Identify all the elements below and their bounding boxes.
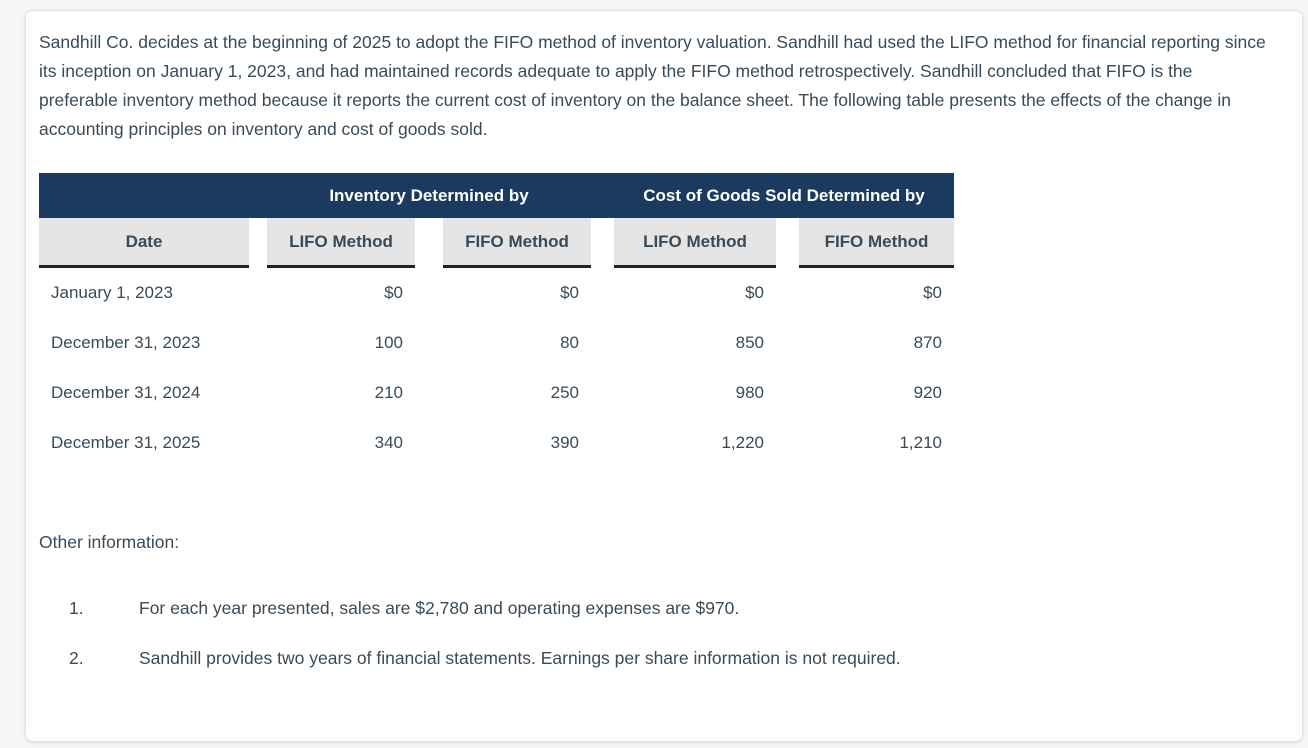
row-date: December 31, 2023 bbox=[51, 333, 201, 352]
row-value-cogs-lifo: 850 bbox=[735, 333, 764, 352]
problem-card: Sandhill Co. decides at the beginning of… bbox=[25, 10, 1303, 742]
note-text: For each year presented, sales are $2,78… bbox=[139, 598, 740, 618]
row-value-cogs-lifo: $0 bbox=[745, 283, 764, 302]
table-group-header-row: Inventory Determined by Cost of Goods So… bbox=[39, 173, 954, 218]
note-number: 2. bbox=[69, 648, 84, 668]
row-value-inv-fifo: $0 bbox=[560, 283, 579, 302]
row-value-inv-lifo: 210 bbox=[374, 383, 403, 402]
row-value-inv-fifo: 80 bbox=[560, 333, 579, 352]
problem-statement: Sandhill Co. decides at the beginning of… bbox=[39, 32, 1266, 139]
column-header-cogs-fifo: FIFO Method bbox=[799, 218, 954, 268]
note-text: Sandhill provides two years of financial… bbox=[139, 648, 901, 668]
inventory-cogs-table: Inventory Determined by Cost of Goods So… bbox=[39, 173, 954, 468]
note-number: 1. bbox=[69, 598, 84, 618]
table-row: December 31, 2024 210 250 980 920 bbox=[39, 368, 954, 418]
list-item: 2. Sandhill provides two years of financ… bbox=[39, 648, 1302, 698]
list-item: 1. For each year presented, sales are $2… bbox=[39, 598, 1302, 648]
row-value-cogs-lifo: 1,220 bbox=[721, 433, 764, 452]
notes-list: 1. For each year presented, sales are $2… bbox=[39, 598, 1302, 698]
row-value-cogs-lifo: 980 bbox=[735, 383, 764, 402]
row-value-cogs-fifo: 1,210 bbox=[899, 433, 942, 452]
table-row: January 1, 2023 $0 $0 $0 $0 bbox=[39, 268, 954, 318]
row-value-cogs-fifo: 870 bbox=[913, 333, 942, 352]
group-header-inventory: Inventory Determined by bbox=[329, 185, 529, 205]
table-row: December 31, 2023 100 80 850 870 bbox=[39, 318, 954, 368]
row-value-inv-lifo: 340 bbox=[374, 433, 403, 452]
column-header-inv-lifo: LIFO Method bbox=[267, 218, 415, 268]
table-row: December 31, 2025 340 390 1,220 1,210 bbox=[39, 418, 954, 468]
row-value-cogs-fifo: $0 bbox=[923, 283, 942, 302]
row-date: January 1, 2023 bbox=[51, 283, 173, 302]
row-date: December 31, 2024 bbox=[51, 383, 201, 402]
row-date: December 31, 2025 bbox=[51, 433, 201, 452]
row-value-inv-lifo: 100 bbox=[374, 333, 403, 352]
row-value-cogs-fifo: 920 bbox=[913, 383, 942, 402]
row-value-inv-fifo: 250 bbox=[550, 383, 579, 402]
group-header-cogs: Cost of Goods Sold Determined by bbox=[643, 185, 925, 205]
column-header-inv-fifo: FIFO Method bbox=[443, 218, 591, 268]
table-column-header-row: Date LIFO Method FIFO Method LIFO Method… bbox=[39, 218, 954, 268]
other-information-label: Other information: bbox=[39, 532, 180, 552]
row-value-inv-lifo: $0 bbox=[384, 283, 403, 302]
column-header-cogs-lifo: LIFO Method bbox=[614, 218, 776, 268]
row-value-inv-fifo: 390 bbox=[550, 433, 579, 452]
column-header-date: Date bbox=[39, 218, 249, 268]
